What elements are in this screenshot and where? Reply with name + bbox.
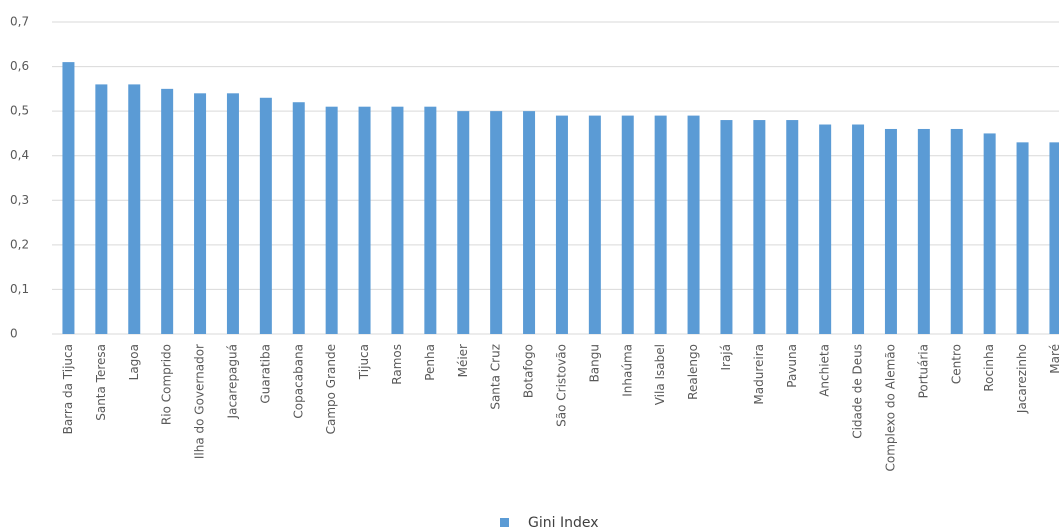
bar — [1049, 142, 1059, 334]
bar — [852, 124, 865, 334]
x-tick-label: Ilha do Governador — [193, 344, 207, 459]
x-tick-label: Méier — [456, 344, 470, 377]
y-tick-label: 0,6 — [10, 59, 29, 73]
x-tick-label: Madureira — [752, 344, 766, 405]
x-tick-label: Penha — [423, 344, 437, 381]
x-tick-label: Cidade de Deus — [851, 344, 865, 439]
x-tick-label: Centro — [949, 344, 963, 384]
bar — [917, 128, 930, 334]
bar — [884, 128, 897, 334]
x-tick-label: Lagoa — [127, 344, 141, 380]
x-tick-label: Irajá — [719, 344, 733, 371]
bar — [555, 115, 568, 334]
y-tick-label: 0,5 — [10, 104, 29, 118]
x-tick-label: Copacabana — [291, 344, 305, 419]
bar — [325, 106, 338, 334]
x-tick-label: Tijuca — [357, 344, 371, 380]
bar — [753, 120, 766, 334]
x-tick-label: Inhaúma — [620, 344, 634, 397]
y-tick-label: 0 — [10, 327, 18, 341]
bar — [654, 115, 667, 334]
x-tick-label: Barra da Tijuca — [61, 344, 75, 434]
bar — [1016, 142, 1029, 334]
y-tick-label: 0,7 — [10, 15, 29, 29]
bar — [226, 93, 239, 334]
x-tick-label: Portuária — [916, 344, 930, 398]
bar — [523, 111, 536, 335]
x-tick-label: Campo Grande — [324, 344, 338, 434]
bar — [983, 133, 996, 334]
bar — [457, 111, 470, 335]
x-tick-label: Santa Teresa — [94, 344, 108, 421]
bar — [687, 115, 700, 334]
x-tick-label: Bangu — [587, 344, 601, 382]
x-tick-label: Vila Isabel — [653, 344, 667, 405]
legend-label: Gini Index — [528, 515, 599, 530]
x-tick-label: Anchieta — [818, 344, 832, 397]
x-tick-label: Maré — [1048, 344, 1059, 374]
legend-swatch — [500, 518, 509, 527]
x-tick-label: São Cristovão — [554, 344, 568, 427]
bar — [391, 106, 404, 334]
bar — [786, 120, 799, 334]
x-tick-label: Botafogo — [522, 344, 536, 398]
bar — [424, 106, 437, 334]
x-tick-label: Pavuna — [785, 344, 799, 388]
bar — [161, 88, 174, 334]
x-tick-label: Guaratiba — [258, 344, 272, 404]
x-tick-label: Rio Comprido — [160, 344, 174, 425]
bar — [588, 115, 601, 334]
x-tick-label: Complexo do Alemão — [883, 344, 897, 472]
bar — [259, 97, 272, 335]
y-tick-label: 0,4 — [10, 148, 29, 162]
y-tick-label: 0,2 — [10, 237, 29, 251]
bar — [292, 102, 305, 334]
bar — [62, 62, 75, 334]
bar — [720, 120, 733, 334]
x-tick-label: Santa Cruz — [489, 344, 503, 410]
bar — [128, 84, 141, 335]
y-tick-label: 0,3 — [10, 193, 29, 207]
bar — [950, 128, 963, 334]
x-tick-label: Jacarezinho — [1015, 344, 1029, 414]
bar — [621, 115, 634, 334]
bar — [490, 111, 503, 335]
bar — [358, 106, 371, 334]
x-tick-label: Rocinha — [982, 344, 996, 392]
x-tick-label: Realengo — [686, 344, 700, 400]
bar — [194, 93, 207, 334]
bar — [819, 124, 832, 334]
bar — [95, 84, 108, 335]
y-tick-label: 0,1 — [10, 282, 29, 296]
x-tick-label: Jacarepaguá — [225, 344, 239, 419]
x-tick-label: Ramos — [390, 344, 404, 385]
